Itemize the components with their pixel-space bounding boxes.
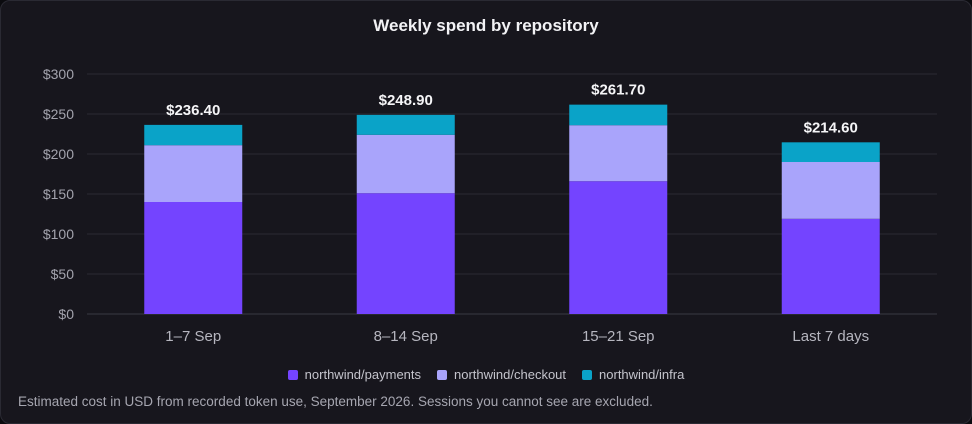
bar-segment-infra[interactable]: [781, 142, 880, 162]
bar-total-label: $248.90: [379, 92, 433, 109]
x-tick-label: 8–14 Sep: [374, 328, 438, 345]
legend-swatch-payments: [287, 369, 298, 380]
chart-title: Weekly spend by repository: [373, 16, 599, 35]
legend-item-payments[interactable]: northwind/payments: [287, 367, 422, 382]
legend-swatch-infra: [582, 369, 593, 380]
bar-segment-payments[interactable]: [144, 202, 243, 314]
legend-item-checkout[interactable]: northwind/checkout: [437, 367, 566, 382]
bar-segment-payments[interactable]: [569, 181, 668, 314]
y-tick-label: $100: [43, 226, 74, 242]
bar-segment-checkout[interactable]: [356, 134, 455, 194]
bar-segment-infra[interactable]: [144, 124, 243, 146]
x-tick-label: 1–7 Sep: [165, 328, 221, 345]
legend-label-infra: northwind/infra: [599, 367, 685, 382]
y-tick-label: $200: [43, 146, 74, 162]
y-tick-label: $0: [58, 306, 74, 322]
x-tick-label: 15–21 Sep: [582, 328, 655, 345]
y-tick-label: $50: [51, 266, 75, 282]
y-tick-label: $150: [43, 186, 74, 202]
bar-total-label: $261.70: [591, 82, 645, 99]
chart-legend: northwind/payments northwind/checkout no…: [1, 367, 971, 382]
bar-total-label: $236.40: [166, 102, 220, 119]
bar-segment-checkout[interactable]: [781, 162, 880, 219]
bar-segment-infra[interactable]: [569, 104, 668, 126]
bar-segment-payments[interactable]: [356, 193, 455, 314]
legend-label-checkout: northwind/checkout: [454, 367, 567, 382]
x-tick-label: Last 7 days: [792, 328, 869, 345]
chart-plot: $0 $50 $100 $150 $200 $250 $300 $236.40 1–7 Sep $…: [43, 66, 937, 345]
bar-segment-infra[interactable]: [356, 114, 455, 135]
legend-swatch-checkout: [437, 369, 448, 380]
y-tick-label: $250: [43, 106, 74, 122]
legend-label-payments: northwind/payments: [304, 367, 422, 382]
chart-footnote: Estimated cost in USD from recorded toke…: [18, 394, 653, 409]
bar-segment-checkout[interactable]: [569, 125, 668, 182]
bar-segment-checkout[interactable]: [144, 145, 243, 202]
y-tick-label: $300: [43, 66, 74, 82]
legend-item-infra[interactable]: northwind/infra: [582, 367, 684, 382]
bar-segment-payments[interactable]: [781, 218, 880, 314]
bar-total-label: $214.60: [804, 119, 858, 136]
